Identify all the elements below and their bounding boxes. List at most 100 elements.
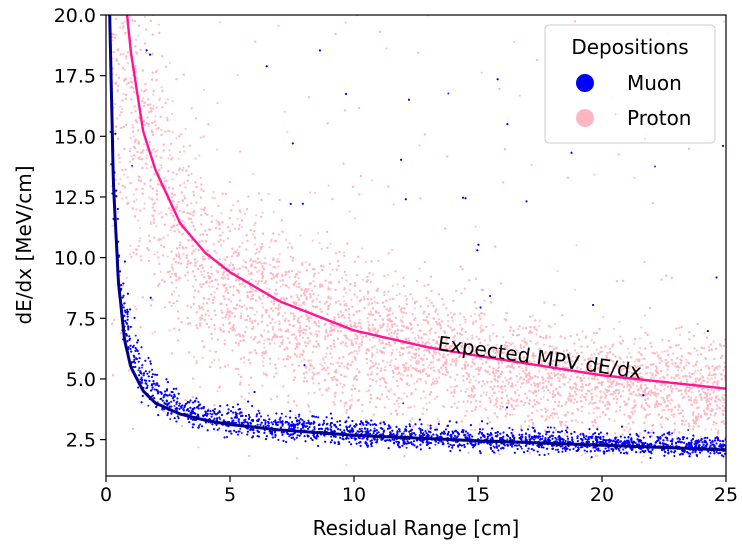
proton-point [265,262,268,265]
proton-point [135,208,138,211]
proton-point [232,268,235,271]
proton-point [370,370,373,373]
proton-point [726,410,728,412]
proton-point [421,359,424,362]
proton-point [122,93,125,96]
proton-point [483,339,487,342]
proton-point [588,402,591,405]
proton-point [329,273,332,276]
proton-point [163,176,166,180]
proton-point [169,212,172,215]
proton-point [730,413,732,415]
proton-point [160,211,163,214]
proton-point [432,357,435,360]
proton-point [428,342,431,345]
proton-point [200,273,203,277]
proton-point [376,348,379,351]
proton-point [706,364,709,367]
proton-point [111,39,114,42]
proton-point [489,339,492,342]
proton-point [145,148,148,151]
proton-point [660,396,663,399]
proton-point [173,218,176,221]
proton-point [283,110,286,113]
proton-point [504,389,507,392]
proton-point [685,358,688,361]
proton-point [445,335,448,338]
proton-point [469,315,472,318]
proton-point [704,428,707,431]
proton-point [317,294,320,297]
proton-point [692,436,695,439]
proton-point [244,318,247,322]
proton-point [158,97,162,100]
proton-point [228,313,231,316]
proton-point [542,390,546,393]
proton-point [216,389,219,393]
proton-point [626,347,630,350]
proton-point [405,299,408,302]
proton-point [331,268,334,271]
proton-point [551,362,554,366]
proton-point [118,113,121,117]
proton-point [232,204,235,207]
proton-point [160,128,163,132]
proton-point [530,383,533,387]
proton-point [415,300,419,303]
proton-point [390,359,393,362]
proton-point [239,211,242,214]
proton-point [143,15,146,19]
proton-point [210,337,214,340]
proton-point [546,415,549,418]
proton-point [494,372,498,375]
proton-point [729,389,731,391]
proton-point [573,364,576,367]
proton-point [341,276,344,280]
proton-point [247,383,250,387]
proton-point [619,409,622,412]
proton-point [350,298,353,301]
proton-point [549,326,552,329]
proton-point [145,157,148,160]
proton-point [465,387,468,391]
proton-point [263,339,266,342]
proton-point [310,310,313,313]
proton-point [339,321,342,325]
proton-point [273,332,276,335]
proton-point [627,367,630,370]
proton-point [158,99,161,102]
proton-point [263,329,266,332]
proton-point [326,335,329,338]
proton-point [171,131,174,134]
proton-point [729,319,731,321]
proton-point [706,392,709,395]
proton-point [366,317,369,320]
proton-point [556,391,560,394]
proton-point [324,389,327,392]
proton-point [220,309,223,312]
proton-point [379,342,382,345]
proton-point [315,324,318,327]
proton-point [131,123,134,126]
proton-point [318,241,321,245]
proton-point [438,353,441,356]
proton-point [215,219,218,222]
proton-point [451,360,454,363]
proton-point [288,242,291,245]
proton-point [259,248,262,251]
proton-point [471,334,474,337]
proton-point [210,361,214,364]
proton-point [627,430,630,433]
proton-point [640,326,643,329]
proton-point [236,73,239,77]
proton-point [172,290,176,293]
proton-point [337,300,340,303]
proton-point [285,238,288,241]
proton-point [609,347,612,350]
proton-point [580,410,583,413]
proton-point [236,268,239,271]
proton-point [426,340,429,343]
proton-point [581,330,584,333]
proton-point [633,342,636,345]
proton-point [542,396,545,399]
